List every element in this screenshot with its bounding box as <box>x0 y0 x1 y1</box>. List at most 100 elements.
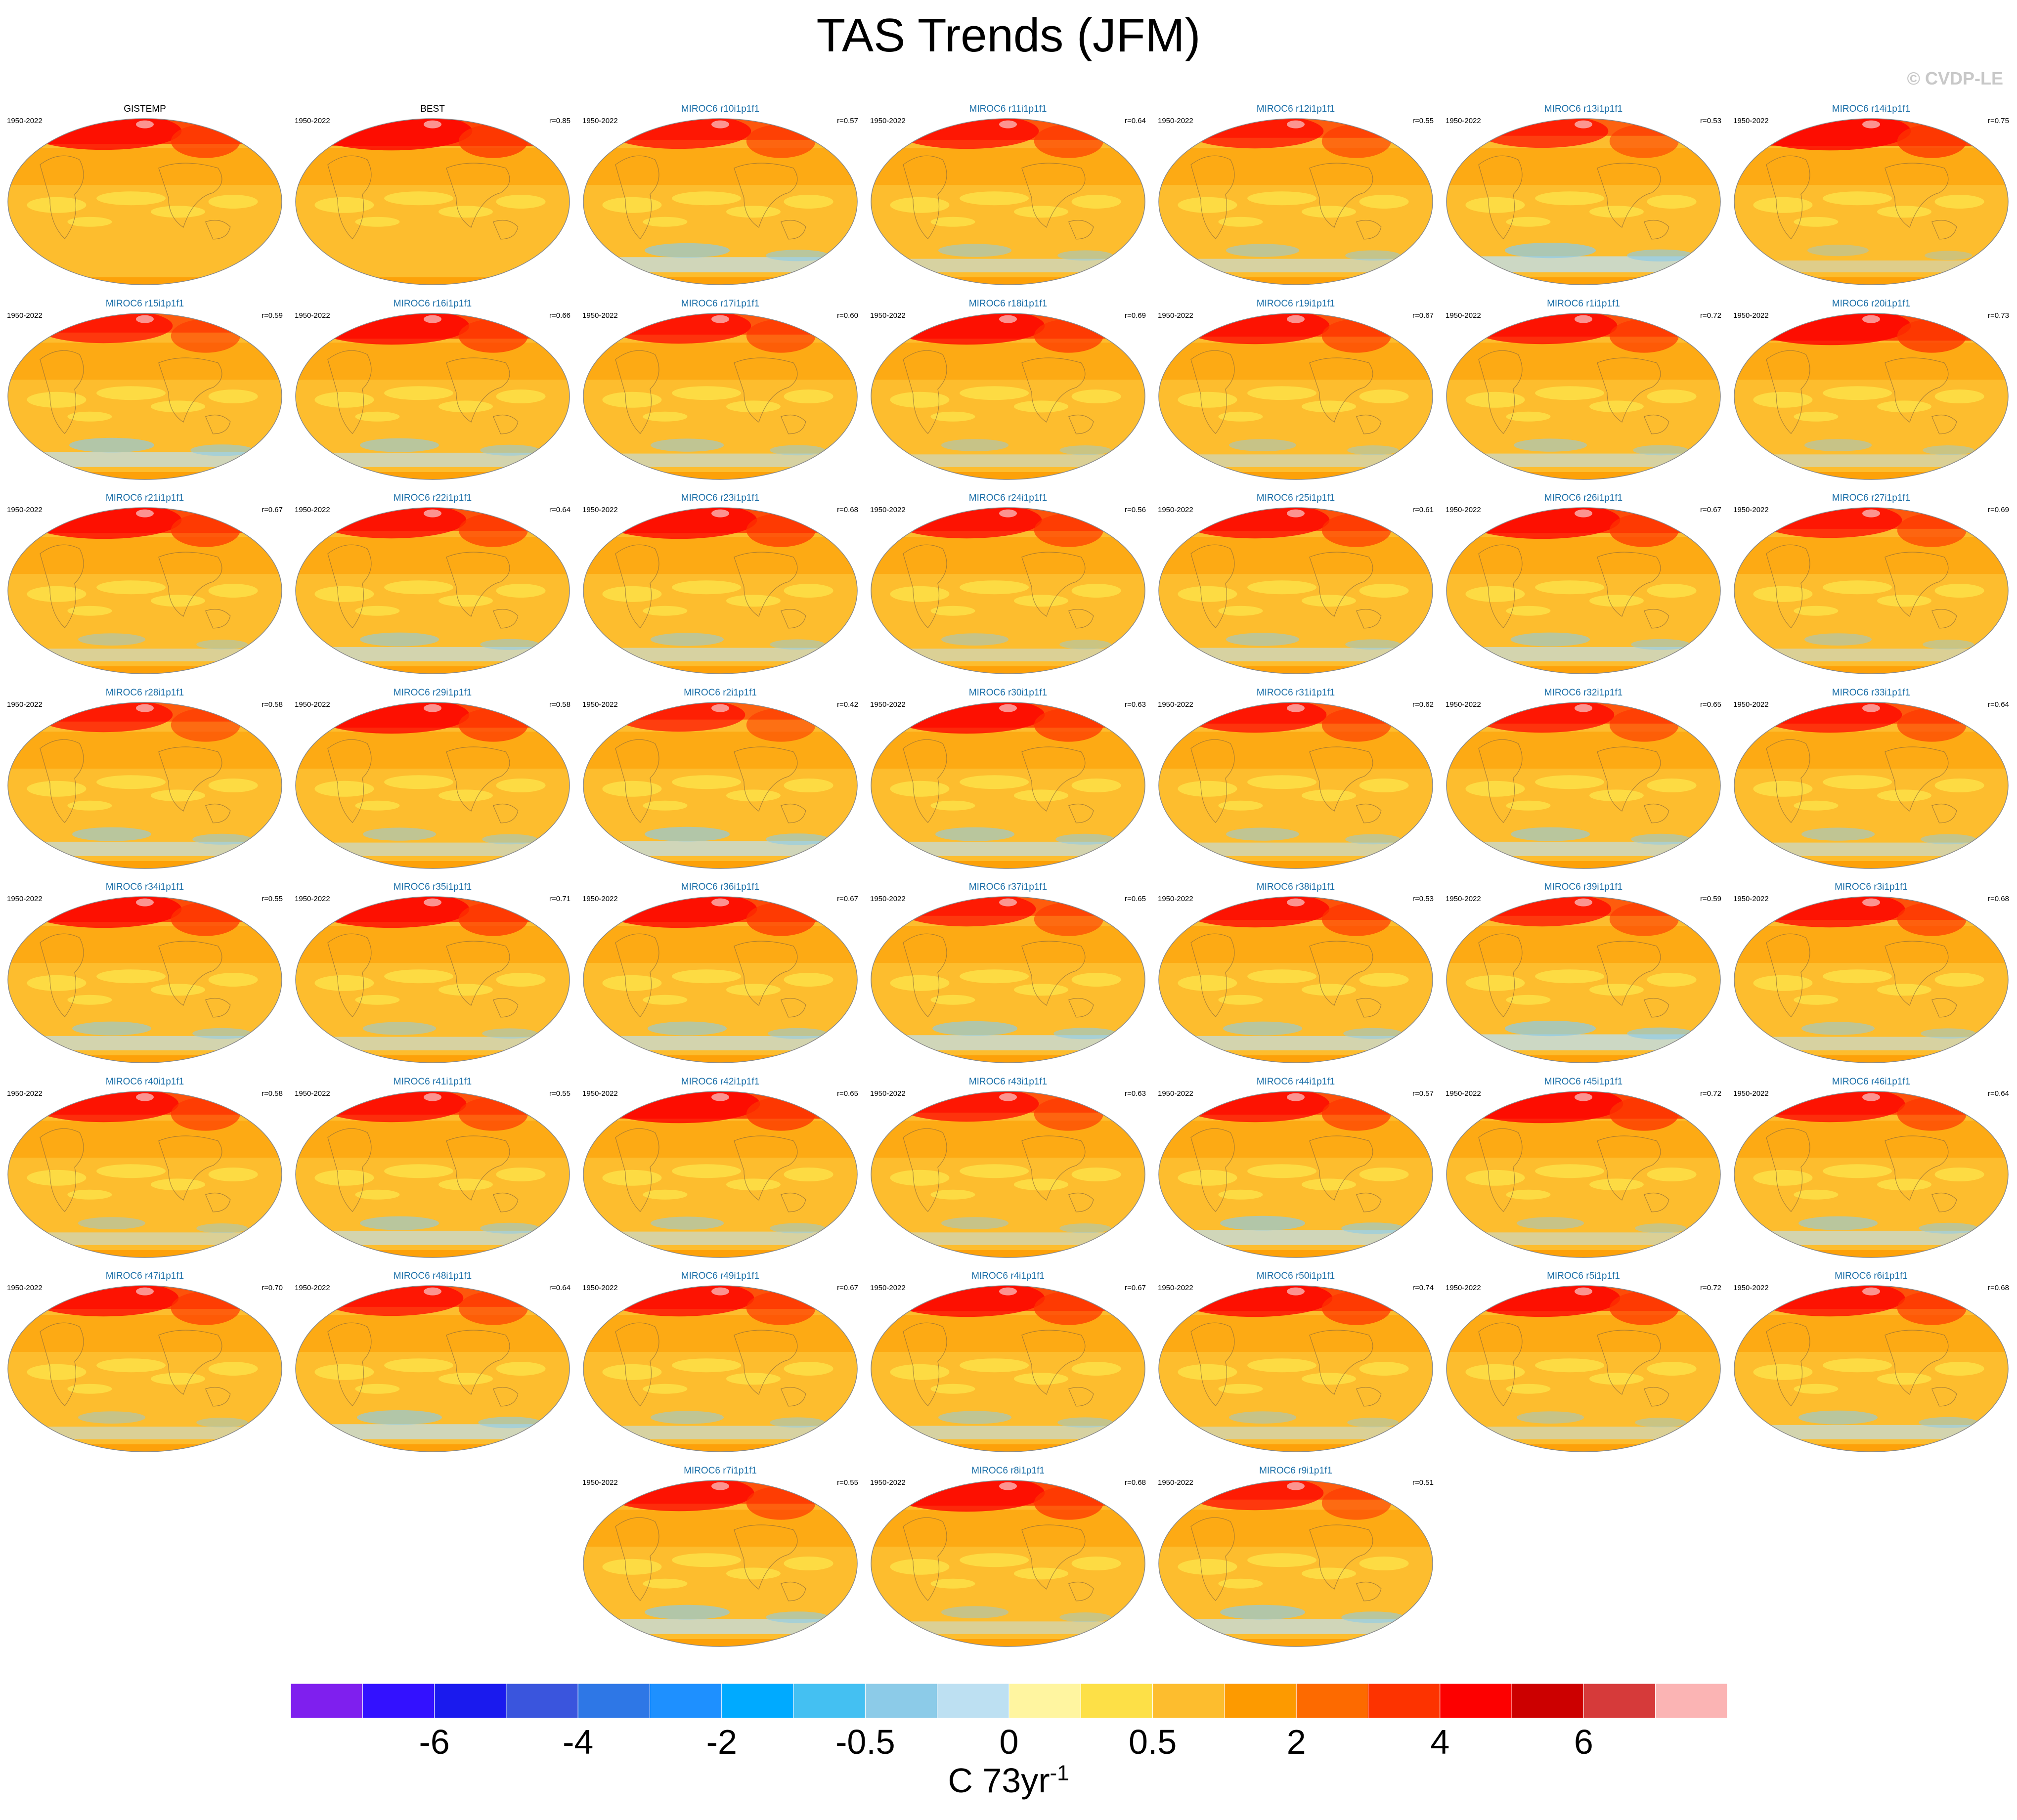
panel-title: MIROC6 r2i1p1f1 <box>684 687 757 698</box>
colorbar-units: C 73yr-1 <box>0 1761 2017 1800</box>
panel-period: 1950-2022 <box>1733 506 1769 514</box>
map-ellipse <box>1734 701 2009 869</box>
panel-title: MIROC6 r36i1p1f1 <box>681 882 760 892</box>
panel-period: 1950-2022 <box>1733 311 1769 320</box>
map-panel: MIROC6 r26i1p1f1 1950-2022 r=0.67 <box>1443 492 1724 677</box>
map-panel: MIROC6 r6i1p1f1 1950-2022 r=0.68 <box>1730 1270 2012 1455</box>
panel-period: 1950-2022 <box>582 1089 618 1098</box>
map-ellipse <box>1446 701 1721 869</box>
panel-correlation: r=0.67 <box>1125 1284 1146 1292</box>
panel-period: 1950-2022 <box>870 895 906 903</box>
panel-period: 1950-2022 <box>870 1089 906 1098</box>
map-panel: MIROC6 r3i1p1f1 1950-2022 r=0.68 <box>1730 881 2012 1066</box>
panel-correlation: r=0.67 <box>837 895 858 903</box>
panel-correlation: r=0.53 <box>1412 895 1434 903</box>
panel-correlation: r=0.74 <box>1412 1284 1434 1292</box>
map-ellipse <box>295 312 570 480</box>
panel-period: 1950-2022 <box>1446 895 1481 903</box>
panel-title: MIROC6 r33i1p1f1 <box>1832 687 1911 698</box>
panel-correlation: r=0.57 <box>1412 1089 1434 1098</box>
panel-correlation: r=0.60 <box>837 311 858 320</box>
panel-period: 1950-2022 <box>295 311 330 320</box>
panel-period: 1950-2022 <box>1158 700 1193 709</box>
map-ellipse <box>295 507 570 674</box>
panel-period: 1950-2022 <box>295 506 330 514</box>
panel-period: 1950-2022 <box>1158 1478 1193 1487</box>
map-ellipse <box>1734 1090 2009 1258</box>
panel-correlation: r=0.55 <box>837 1478 858 1487</box>
panel-title: MIROC6 r4i1p1f1 <box>971 1271 1045 1281</box>
panel-correlation: r=0.53 <box>1700 117 1721 125</box>
panel-correlation: r=0.64 <box>549 506 570 514</box>
panel-period: 1950-2022 <box>870 1478 906 1487</box>
colorbar <box>291 1684 1727 1718</box>
panel-title: MIROC6 r5i1p1f1 <box>1547 1271 1620 1281</box>
panel-correlation: r=0.73 <box>1988 311 2009 320</box>
map-ellipse <box>1734 896 2009 1063</box>
panel-title: MIROC6 r41i1p1f1 <box>393 1076 472 1087</box>
map-panel: MIROC6 r23i1p1f1 1950-2022 r=0.68 <box>579 492 861 677</box>
map-ellipse <box>583 1090 858 1258</box>
map-panel: MIROC6 r24i1p1f1 1950-2022 r=0.56 <box>867 492 1149 677</box>
panel-correlation: r=0.68 <box>1125 1478 1146 1487</box>
panel-period: 1950-2022 <box>870 117 906 125</box>
panel-correlation: r=0.72 <box>1700 311 1721 320</box>
colorbar-swatch <box>1368 1684 1441 1718</box>
map-panel: MIROC6 r50i1p1f1 1950-2022 r=0.74 <box>1155 1270 1437 1455</box>
panel-period: 1950-2022 <box>1446 311 1481 320</box>
panel-title: GISTEMP <box>124 104 166 114</box>
panel-period: 1950-2022 <box>295 1089 330 1098</box>
colorbar-tick-label: -2 <box>706 1723 737 1761</box>
panel-correlation: r=0.75 <box>1988 117 2009 125</box>
panel-title: MIROC6 r45i1p1f1 <box>1544 1076 1623 1087</box>
colorbar-swatch <box>1152 1684 1225 1718</box>
map-panel: MIROC6 r46i1p1f1 1950-2022 r=0.64 <box>1730 1076 2012 1261</box>
map-panel: BEST 1950-2022 r=0.85 <box>292 103 573 288</box>
map-panel: MIROC6 r14i1p1f1 1950-2022 r=0.75 <box>1730 103 2012 288</box>
map-ellipse <box>7 1090 282 1258</box>
map-ellipse <box>1158 118 1433 285</box>
panel-correlation: r=0.57 <box>837 117 858 125</box>
panel-title: MIROC6 r46i1p1f1 <box>1832 1076 1911 1087</box>
map-panel: MIROC6 r32i1p1f1 1950-2022 r=0.65 <box>1443 687 1724 872</box>
map-ellipse <box>871 507 1145 674</box>
panel-correlation: r=0.63 <box>1125 700 1146 709</box>
panel-period: 1950-2022 <box>582 700 618 709</box>
panel-correlation: r=0.65 <box>1700 700 1721 709</box>
map-panel: MIROC6 r18i1p1f1 1950-2022 r=0.69 <box>867 298 1149 483</box>
colorbar-swatch <box>1655 1684 1727 1718</box>
map-panel: MIROC6 r38i1p1f1 1950-2022 r=0.53 <box>1155 881 1437 1066</box>
panel-correlation: r=0.67 <box>262 506 283 514</box>
map-panel: MIROC6 r47i1p1f1 1950-2022 r=0.70 <box>4 1270 286 1455</box>
colorbar-tick-label: 6 <box>1574 1723 1593 1761</box>
panel-correlation: r=0.68 <box>1988 1284 2009 1292</box>
panel-correlation: r=0.55 <box>549 1089 570 1098</box>
map-ellipse <box>871 312 1145 480</box>
map-ellipse <box>1446 896 1721 1063</box>
map-panel: MIROC6 r19i1p1f1 1950-2022 r=0.67 <box>1155 298 1437 483</box>
panel-correlation: r=0.64 <box>1125 117 1146 125</box>
map-ellipse <box>7 507 282 674</box>
colorbar-tick-label: 2 <box>1286 1723 1306 1761</box>
map-ellipse <box>295 1285 570 1452</box>
map-panel: MIROC6 r2i1p1f1 1950-2022 r=0.42 <box>579 687 861 872</box>
panel-period: 1950-2022 <box>582 895 618 903</box>
panel-correlation: r=0.58 <box>549 700 570 709</box>
panel-correlation: r=0.59 <box>262 311 283 320</box>
panel-period: 1950-2022 <box>1158 895 1193 903</box>
map-ellipse <box>583 507 858 674</box>
colorbar-swatch <box>1511 1684 1584 1718</box>
map-ellipse <box>1734 507 2009 674</box>
map-ellipse <box>1446 118 1721 285</box>
map-panel: MIROC6 r30i1p1f1 1950-2022 r=0.63 <box>867 687 1149 872</box>
panel-correlation: r=0.67 <box>1412 311 1434 320</box>
watermark: © CVDP-LE <box>1907 68 2003 88</box>
map-panel: MIROC6 r29i1p1f1 1950-2022 r=0.58 <box>292 687 573 872</box>
panel-correlation: r=0.65 <box>1125 895 1146 903</box>
map-panel: MIROC6 r39i1p1f1 1950-2022 r=0.59 <box>1443 881 1724 1066</box>
panel-period: 1950-2022 <box>7 117 43 125</box>
panel-correlation: r=0.69 <box>1125 311 1146 320</box>
map-ellipse <box>583 1285 858 1452</box>
panel-correlation: r=0.56 <box>1125 506 1146 514</box>
panel-period: 1950-2022 <box>1733 117 1769 125</box>
